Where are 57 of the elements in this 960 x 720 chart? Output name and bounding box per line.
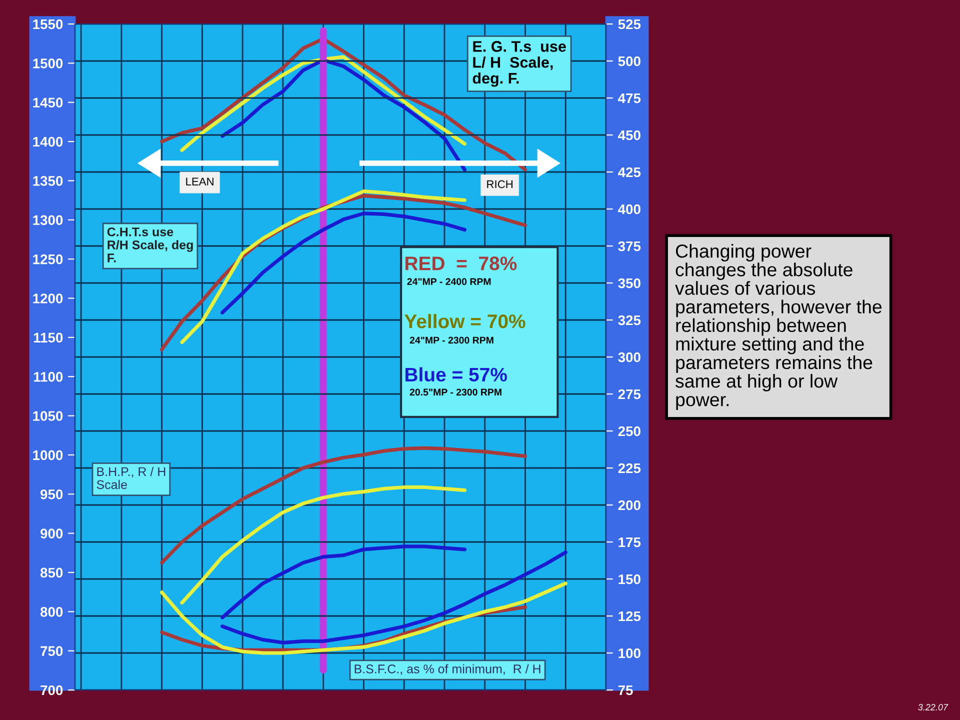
y2-tick-label: 525 — [618, 19, 641, 30]
line-series — [220, 58, 466, 172]
y-tick-label: 1500 — [33, 58, 63, 68]
line-series — [180, 55, 466, 152]
annotation: Blue = 57% — [406, 367, 507, 382]
y2-tick-label: 150 — [618, 574, 640, 584]
y-tick-label: 1350 — [33, 176, 63, 186]
y-tick-label: 1100 — [34, 372, 63, 382]
text: 3.22.07 — [918, 704, 948, 710]
y-tick-label: 1400 — [33, 136, 63, 147]
y-tick-label: 1450 — [33, 98, 63, 108]
line-series — [160, 582, 568, 655]
annotation: E. G. T.s use L/ H Scale, deg. F. — [472, 41, 566, 87]
annotation: B.H.P., R / H Scale — [96, 466, 166, 490]
annotation: C.H.T.s use R/H Scale, deg F. — [107, 227, 193, 262]
y2-tick-label: 400 — [618, 204, 640, 214]
line-series — [180, 485, 466, 604]
y2-tick-label: 475 — [618, 93, 641, 104]
y2-tick-label: 350 — [618, 278, 640, 288]
y2-tick-label: 500 — [618, 56, 640, 66]
y2-tick-label: 125 — [618, 611, 641, 622]
y2-tick-label: 325 — [618, 315, 641, 326]
y-tick-label: 1050 — [33, 411, 63, 421]
y2-tick-label: 375 — [618, 241, 641, 252]
annotation: Yellow = 70% — [404, 314, 526, 328]
y-tick-label: 1000 — [33, 450, 63, 460]
y-tick-label: 900 — [40, 528, 63, 538]
y-tick-label: 1200 — [33, 294, 63, 304]
y-tick-label: 850 — [40, 568, 63, 578]
line-series — [160, 446, 528, 565]
y-tick-label: 1150 — [34, 332, 63, 343]
y-tick-label: 800 — [40, 606, 63, 617]
y-tick-label: 1250 — [33, 254, 63, 264]
y-tick-label: 950 — [40, 489, 63, 500]
annotation: LEAN — [186, 178, 214, 186]
y2-tick-label: 100 — [618, 648, 640, 658]
y2-tick-label: 425 — [618, 167, 641, 178]
line-series — [220, 212, 466, 314]
annotation: RICH — [487, 180, 512, 188]
line-series — [220, 544, 466, 620]
y2-tick-label: 225 — [618, 463, 641, 474]
y2-tick-label: 300 — [618, 352, 640, 362]
y-tick-label: 1300 — [33, 215, 63, 226]
annotation: 24"MP - 2300 RPM — [410, 336, 494, 344]
line-series — [220, 550, 568, 644]
text: Changing power changes the absolute values of various parameters, however the relationship between mixture setting and the parameters remains the same at high or low power. — [675, 244, 882, 410]
y-tick-label: 750 — [40, 646, 63, 656]
annotation: 24"MP - 2400 RPM — [407, 278, 491, 286]
y-tick-label: 1550 — [33, 19, 63, 30]
y2-tick-label: 450 — [618, 130, 640, 140]
y2-tick-label: 200 — [618, 500, 640, 510]
annotation: RED = 78% — [406, 256, 517, 270]
y2-tick-label: 275 — [618, 389, 641, 400]
annotation: B.S.F.C., as % of minimum, R / H — [354, 664, 540, 675]
y2-tick-label: 250 — [618, 426, 640, 436]
annotation: 20.5"MP - 2300 RPM — [410, 388, 502, 396]
y2-tick-label: 175 — [618, 537, 641, 548]
